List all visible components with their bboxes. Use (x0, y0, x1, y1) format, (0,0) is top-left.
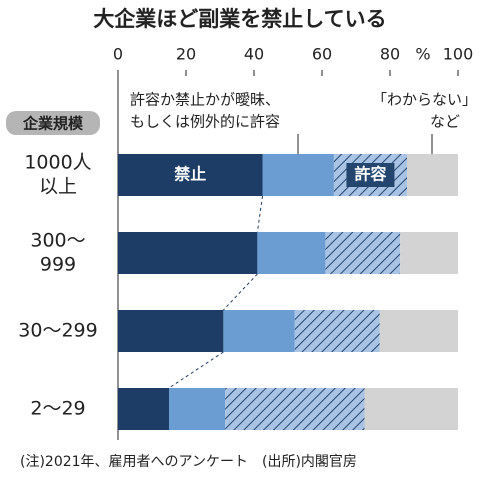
y-tick-label: 以上 (39, 176, 77, 198)
y-tick-label: 999 (40, 254, 76, 276)
x-tick-label: 60 (312, 45, 332, 64)
bar-segment (118, 154, 263, 196)
annotation: 許容か禁止かが曖昧、 (130, 91, 280, 109)
connector (223, 273, 258, 311)
y-tick-label: 30〜299 (18, 320, 97, 342)
x-tick-label: 0 (113, 45, 123, 64)
x-tick-label: 80 (380, 45, 400, 64)
bar-segment (294, 310, 380, 352)
label-box (346, 163, 395, 187)
bar-segment (223, 310, 295, 352)
y-tick-label: 1000人 (24, 152, 91, 174)
bar-segment (364, 388, 458, 430)
x-tick-label: 20 (176, 45, 196, 64)
connector (256, 195, 263, 233)
x-unit: % (415, 45, 430, 64)
bar-segment (118, 232, 258, 274)
bar-label: 許容 (354, 165, 386, 184)
annotation: もしくは例外的に許容 (130, 113, 280, 131)
y-tick-label: 300〜 (30, 230, 85, 252)
x-tick-label: 100 (443, 45, 474, 64)
y-tick-label: 2〜29 (30, 398, 85, 420)
footnote: (注)2021年、雇用者へのアンケート (出所)内閣官房 (20, 453, 357, 470)
bar-segment (262, 154, 334, 196)
x-tick-label: 40 (244, 45, 264, 64)
bar-segment (118, 388, 169, 430)
bar-segment (379, 310, 458, 352)
bar-segment (400, 232, 458, 274)
chart-title: 大企業ほど副業を禁止している (93, 7, 386, 31)
bar-label: 禁止 (174, 165, 206, 184)
connector (168, 351, 224, 389)
bar-segment (118, 310, 224, 352)
bar-segment (407, 154, 458, 196)
annotation: など (430, 113, 460, 131)
bar-segment (169, 388, 226, 430)
ylabel-box (6, 111, 100, 135)
annotation: 「わからない」 (372, 91, 477, 109)
bar-segment (257, 232, 326, 274)
bar-segment (225, 388, 365, 430)
bar-segment (325, 232, 401, 274)
y-label: 企業規模 (22, 115, 84, 133)
